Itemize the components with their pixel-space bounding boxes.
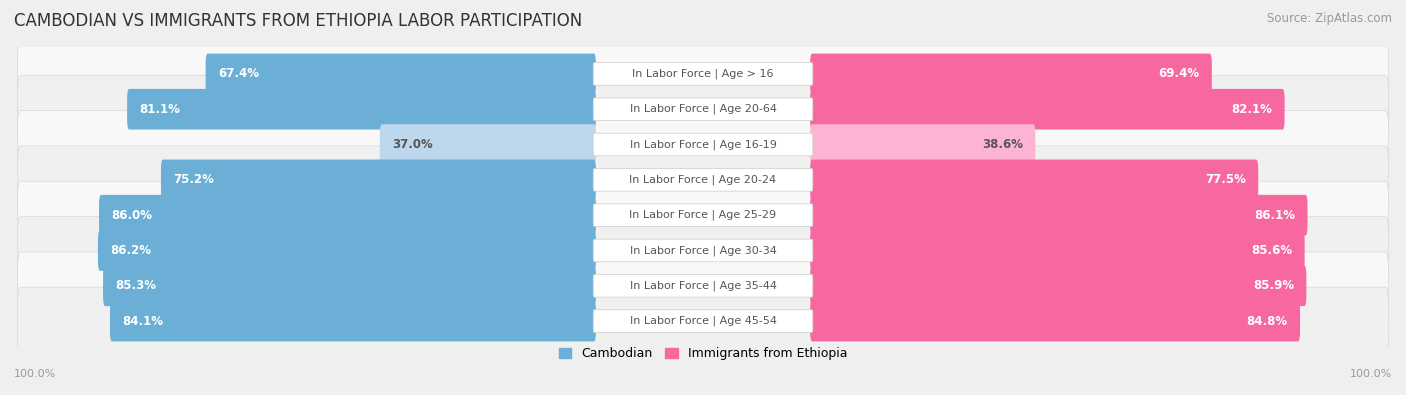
FancyBboxPatch shape (160, 160, 596, 200)
FancyBboxPatch shape (810, 89, 1285, 130)
FancyBboxPatch shape (810, 54, 1212, 94)
FancyBboxPatch shape (98, 195, 596, 235)
FancyBboxPatch shape (593, 239, 813, 262)
FancyBboxPatch shape (810, 160, 1258, 200)
Text: 37.0%: 37.0% (392, 138, 433, 151)
FancyBboxPatch shape (17, 252, 1389, 320)
Text: 85.9%: 85.9% (1253, 279, 1294, 292)
Text: In Labor Force | Age 30-34: In Labor Force | Age 30-34 (630, 245, 776, 256)
FancyBboxPatch shape (380, 124, 596, 165)
FancyBboxPatch shape (593, 275, 813, 297)
FancyBboxPatch shape (810, 265, 1306, 306)
FancyBboxPatch shape (17, 146, 1389, 214)
Text: Source: ZipAtlas.com: Source: ZipAtlas.com (1267, 12, 1392, 25)
Text: 77.5%: 77.5% (1205, 173, 1246, 186)
FancyBboxPatch shape (110, 301, 596, 341)
FancyBboxPatch shape (205, 54, 596, 94)
Text: 84.8%: 84.8% (1247, 314, 1288, 327)
Text: 75.2%: 75.2% (173, 173, 214, 186)
Text: In Labor Force | Age 20-64: In Labor Force | Age 20-64 (630, 104, 776, 115)
FancyBboxPatch shape (593, 62, 813, 85)
FancyBboxPatch shape (98, 230, 596, 271)
Text: 81.1%: 81.1% (139, 103, 180, 116)
Text: 86.2%: 86.2% (110, 244, 152, 257)
FancyBboxPatch shape (17, 287, 1389, 355)
FancyBboxPatch shape (593, 98, 813, 120)
Text: 85.3%: 85.3% (115, 279, 156, 292)
FancyBboxPatch shape (593, 133, 813, 156)
Text: In Labor Force | Age 16-19: In Labor Force | Age 16-19 (630, 139, 776, 150)
Text: CAMBODIAN VS IMMIGRANTS FROM ETHIOPIA LABOR PARTICIPATION: CAMBODIAN VS IMMIGRANTS FROM ETHIOPIA LA… (14, 12, 582, 30)
Text: 100.0%: 100.0% (14, 369, 56, 379)
FancyBboxPatch shape (17, 40, 1389, 108)
Text: 67.4%: 67.4% (218, 68, 259, 81)
Text: In Labor Force | Age 45-54: In Labor Force | Age 45-54 (630, 316, 776, 326)
FancyBboxPatch shape (127, 89, 596, 130)
FancyBboxPatch shape (17, 111, 1389, 179)
Legend: Cambodian, Immigrants from Ethiopia: Cambodian, Immigrants from Ethiopia (554, 342, 852, 365)
FancyBboxPatch shape (810, 301, 1301, 341)
FancyBboxPatch shape (810, 195, 1308, 235)
Text: In Labor Force | Age 20-24: In Labor Force | Age 20-24 (630, 175, 776, 185)
FancyBboxPatch shape (810, 230, 1305, 271)
Text: 86.0%: 86.0% (111, 209, 152, 222)
FancyBboxPatch shape (17, 181, 1389, 249)
FancyBboxPatch shape (593, 169, 813, 191)
Text: In Labor Force | Age 25-29: In Labor Force | Age 25-29 (630, 210, 776, 220)
Text: 84.1%: 84.1% (122, 314, 163, 327)
FancyBboxPatch shape (17, 75, 1389, 143)
FancyBboxPatch shape (810, 124, 1035, 165)
Text: 100.0%: 100.0% (1350, 369, 1392, 379)
Text: In Labor Force | Age > 16: In Labor Force | Age > 16 (633, 69, 773, 79)
Text: 82.1%: 82.1% (1232, 103, 1272, 116)
Text: 38.6%: 38.6% (981, 138, 1024, 151)
FancyBboxPatch shape (593, 310, 813, 333)
FancyBboxPatch shape (103, 265, 596, 306)
Text: 69.4%: 69.4% (1159, 68, 1199, 81)
FancyBboxPatch shape (593, 204, 813, 226)
Text: 85.6%: 85.6% (1251, 244, 1292, 257)
Text: In Labor Force | Age 35-44: In Labor Force | Age 35-44 (630, 280, 776, 291)
Text: 86.1%: 86.1% (1254, 209, 1295, 222)
FancyBboxPatch shape (17, 216, 1389, 284)
